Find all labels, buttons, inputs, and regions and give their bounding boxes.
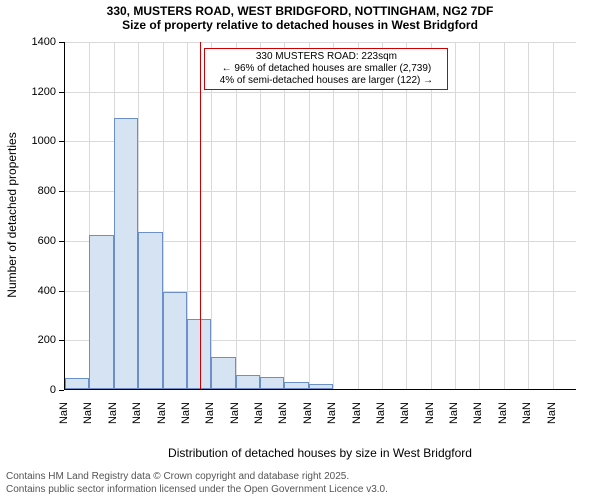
chart-title: 330, MUSTERS ROAD, WEST BRIDGFORD, NOTTI… bbox=[0, 0, 600, 33]
ytick-mark bbox=[59, 390, 64, 391]
xtick-label: NaN bbox=[58, 402, 70, 452]
histogram-bar bbox=[260, 377, 284, 389]
xtick-label: NaN bbox=[521, 402, 533, 452]
ytick-mark bbox=[59, 241, 64, 242]
xtick-label: NaN bbox=[546, 402, 558, 452]
gridline-vertical bbox=[406, 42, 407, 389]
xtick-label: NaN bbox=[82, 402, 94, 452]
footer-line1: Contains HM Land Registry data © Crown c… bbox=[6, 471, 388, 484]
xtick-label: NaN bbox=[351, 402, 363, 452]
xtick-label: NaN bbox=[375, 402, 387, 452]
xtick-label: NaN bbox=[326, 402, 338, 452]
xtick-label: NaN bbox=[107, 402, 119, 452]
ytick-mark bbox=[59, 141, 64, 142]
xtick-label: NaN bbox=[399, 402, 411, 452]
xtick-label: NaN bbox=[424, 402, 436, 452]
gridline-vertical bbox=[528, 42, 529, 389]
xtick-label: NaN bbox=[229, 402, 241, 452]
xtick-label: NaN bbox=[302, 402, 314, 452]
gridline-vertical bbox=[479, 42, 480, 389]
gridline-vertical bbox=[504, 42, 505, 389]
histogram-bar bbox=[138, 232, 162, 389]
gridline-vertical bbox=[333, 42, 334, 389]
gridline-vertical bbox=[382, 42, 383, 389]
xtick-label: NaN bbox=[204, 402, 216, 452]
gridline-vertical bbox=[211, 42, 212, 389]
ytick-mark bbox=[59, 42, 64, 43]
gridline-horizontal bbox=[65, 92, 576, 93]
annotation-line: 330 MUSTERS ROAD: 223sqm bbox=[205, 51, 447, 63]
gridline-horizontal bbox=[65, 42, 576, 43]
y-axis-label: Number of detached properties bbox=[5, 41, 19, 389]
gridline-vertical bbox=[284, 42, 285, 389]
title-line2: Size of property relative to detached ho… bbox=[0, 18, 600, 32]
x-axis-label: Distribution of detached houses by size … bbox=[64, 446, 576, 460]
reference-line bbox=[200, 42, 201, 389]
histogram-bar bbox=[211, 357, 235, 389]
histogram-bar bbox=[187, 319, 211, 389]
ytick-mark bbox=[59, 291, 64, 292]
gridline-horizontal bbox=[65, 191, 576, 192]
gridline-vertical bbox=[358, 42, 359, 389]
histogram-bar bbox=[163, 292, 187, 389]
histogram-bar bbox=[236, 375, 260, 389]
xtick-label: NaN bbox=[156, 402, 168, 452]
annotation-line: ← 96% of detached houses are smaller (2,… bbox=[205, 63, 447, 75]
histogram-bar bbox=[309, 384, 333, 389]
histogram-bar bbox=[65, 378, 89, 389]
gridline-horizontal bbox=[65, 141, 576, 142]
title-line1: 330, MUSTERS ROAD, WEST BRIDGFORD, NOTTI… bbox=[0, 4, 600, 18]
histogram-bar bbox=[114, 118, 138, 389]
gridline-vertical bbox=[309, 42, 310, 389]
annotation-line: 4% of semi-detached houses are larger (1… bbox=[205, 75, 447, 87]
ytick-mark bbox=[59, 92, 64, 93]
xtick-label: NaN bbox=[277, 402, 289, 452]
histogram-bar bbox=[284, 382, 308, 389]
gridline-vertical bbox=[236, 42, 237, 389]
footer-line2: Contains public sector information licen… bbox=[6, 484, 388, 497]
gridline-vertical bbox=[260, 42, 261, 389]
ytick-mark bbox=[59, 340, 64, 341]
footer-attribution: Contains HM Land Registry data © Crown c… bbox=[0, 467, 394, 500]
xtick-label: NaN bbox=[131, 402, 143, 452]
plot-area: 330 MUSTERS ROAD: 223sqm← 96% of detache… bbox=[64, 42, 576, 390]
gridline-vertical bbox=[455, 42, 456, 389]
annotation-box: 330 MUSTERS ROAD: 223sqm← 96% of detache… bbox=[204, 48, 448, 90]
gridline-vertical bbox=[431, 42, 432, 389]
xtick-label: NaN bbox=[472, 402, 484, 452]
ytick-mark bbox=[59, 191, 64, 192]
xtick-label: NaN bbox=[180, 402, 192, 452]
xtick-label: NaN bbox=[253, 402, 265, 452]
gridline-vertical bbox=[553, 42, 554, 389]
xtick-label: NaN bbox=[497, 402, 509, 452]
xtick-label: NaN bbox=[448, 402, 460, 452]
histogram-bar bbox=[89, 235, 113, 389]
